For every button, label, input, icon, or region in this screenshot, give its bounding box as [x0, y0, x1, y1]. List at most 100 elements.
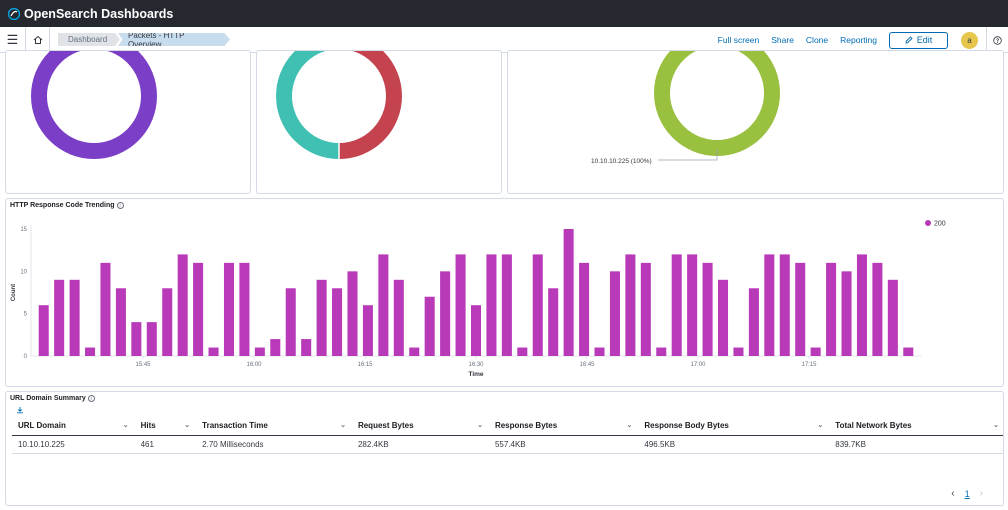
bar[interactable] [409, 347, 420, 356]
column-header[interactable]: Response Body Bytes ⌄ [638, 416, 830, 436]
bar[interactable] [810, 347, 821, 356]
bar[interactable] [100, 262, 111, 356]
full-screen-link[interactable]: Full screen [717, 35, 760, 45]
donut-slice[interactable] [31, 51, 157, 159]
bar[interactable] [625, 254, 636, 356]
donut-slice[interactable] [338, 51, 402, 159]
bar[interactable] [779, 254, 790, 356]
legend-label[interactable]: 200 [934, 221, 946, 228]
chevron-down-icon[interactable]: ⌄ [817, 421, 824, 429]
bar[interactable] [285, 288, 296, 356]
bar[interactable] [270, 339, 281, 356]
help-icon[interactable] [986, 27, 1008, 53]
bar[interactable] [702, 262, 713, 356]
column-header[interactable]: Transaction Time ⌄ [196, 416, 352, 436]
bar[interactable] [548, 288, 559, 356]
bar[interactable] [795, 262, 806, 356]
donut-slice[interactable] [276, 51, 340, 159]
next-page-icon[interactable]: › [979, 488, 983, 499]
info-icon[interactable]: i [87, 395, 95, 402]
bar[interactable] [748, 288, 759, 356]
column-header[interactable]: Hits ⌄ [134, 416, 197, 436]
column-header[interactable]: URL Domain ⌄ [12, 416, 135, 436]
bar[interactable] [177, 254, 188, 356]
chevron-down-icon[interactable]: ⌄ [477, 421, 483, 429]
bar[interactable] [563, 229, 574, 356]
chevron-down-icon[interactable]: ⌄ [626, 421, 633, 429]
bar[interactable] [162, 288, 173, 356]
opensearch-logo-icon [8, 7, 20, 20]
y-tick-label: 5 [24, 312, 28, 318]
bar[interactable] [656, 347, 667, 356]
bar[interactable] [440, 271, 451, 356]
bar[interactable] [455, 254, 466, 356]
bar[interactable] [841, 271, 852, 356]
bar[interactable] [347, 271, 358, 356]
prev-page-icon[interactable]: ‹ [951, 488, 955, 499]
info-icon[interactable]: i [116, 202, 124, 209]
bar[interactable] [640, 262, 651, 356]
bar[interactable] [239, 262, 250, 356]
donut-slice[interactable] [654, 51, 780, 156]
bar[interactable] [85, 347, 96, 356]
bar[interactable] [131, 322, 142, 356]
table-cell: 839.7KB [829, 435, 1003, 454]
bar[interactable] [532, 254, 543, 356]
bar[interactable] [594, 347, 605, 356]
bar[interactable] [208, 347, 219, 356]
bar[interactable] [316, 279, 327, 356]
donut-panel-2 [256, 50, 502, 194]
menu-icon[interactable]: ☰ [0, 26, 26, 53]
home-icon[interactable] [26, 26, 50, 53]
bar[interactable] [733, 347, 744, 356]
clone-link[interactable]: Clone [805, 35, 829, 45]
chevron-down-icon[interactable]: ⌄ [122, 421, 129, 429]
bar[interactable] [362, 305, 373, 356]
x-tick-label: 17:15 [801, 362, 817, 368]
app-logo[interactable]: OpenSearch Dashboards [8, 7, 173, 21]
bar[interactable] [486, 254, 497, 356]
bar[interactable] [501, 254, 512, 356]
bar[interactable] [115, 288, 126, 356]
bar[interactable] [826, 262, 837, 356]
page-number[interactable]: 1 [964, 488, 970, 499]
bar[interactable] [887, 279, 898, 356]
column-header[interactable]: Response Bytes ⌄ [488, 416, 639, 436]
bar[interactable] [718, 279, 729, 356]
column-header[interactable]: Request Bytes ⌄ [351, 416, 489, 436]
bar[interactable] [193, 262, 204, 356]
bar[interactable] [393, 279, 404, 356]
bar[interactable] [856, 254, 867, 356]
column-header[interactable]: Total Network Bytes ⌄ [829, 416, 1003, 436]
reporting-link[interactable]: Reporting [840, 35, 877, 45]
bar[interactable] [609, 271, 620, 356]
bar[interactable] [424, 296, 435, 356]
bar[interactable] [579, 262, 590, 356]
avatar[interactable]: a [961, 31, 978, 49]
bar[interactable] [687, 254, 698, 356]
edit-button[interactable]: Edit [889, 31, 948, 49]
legend-swatch[interactable] [925, 220, 931, 226]
bar[interactable] [470, 305, 482, 356]
table-cell: 10.10.10.225 [12, 435, 135, 454]
bar[interactable] [764, 254, 775, 356]
share-link[interactable]: Share [771, 35, 794, 45]
chevron-down-icon[interactable]: ⌄ [340, 421, 346, 429]
bar[interactable] [332, 288, 343, 356]
bar[interactable] [671, 254, 682, 356]
chevron-down-icon[interactable]: ⌄ [184, 421, 191, 429]
bar[interactable] [517, 347, 528, 356]
bar[interactable] [903, 347, 914, 356]
bar[interactable] [254, 347, 265, 356]
bar[interactable] [69, 279, 80, 356]
bar[interactable] [378, 254, 389, 356]
breadcrumb-dashboard[interactable]: Dashboard [58, 33, 120, 46]
bar[interactable] [38, 305, 49, 356]
bar[interactable] [301, 339, 312, 356]
bar[interactable] [872, 262, 883, 356]
bar[interactable] [223, 262, 234, 356]
bar[interactable] [54, 279, 65, 356]
download-icon[interactable] [16, 406, 24, 416]
bar[interactable] [146, 322, 157, 356]
chevron-down-icon[interactable]: ⌄ [993, 421, 999, 429]
